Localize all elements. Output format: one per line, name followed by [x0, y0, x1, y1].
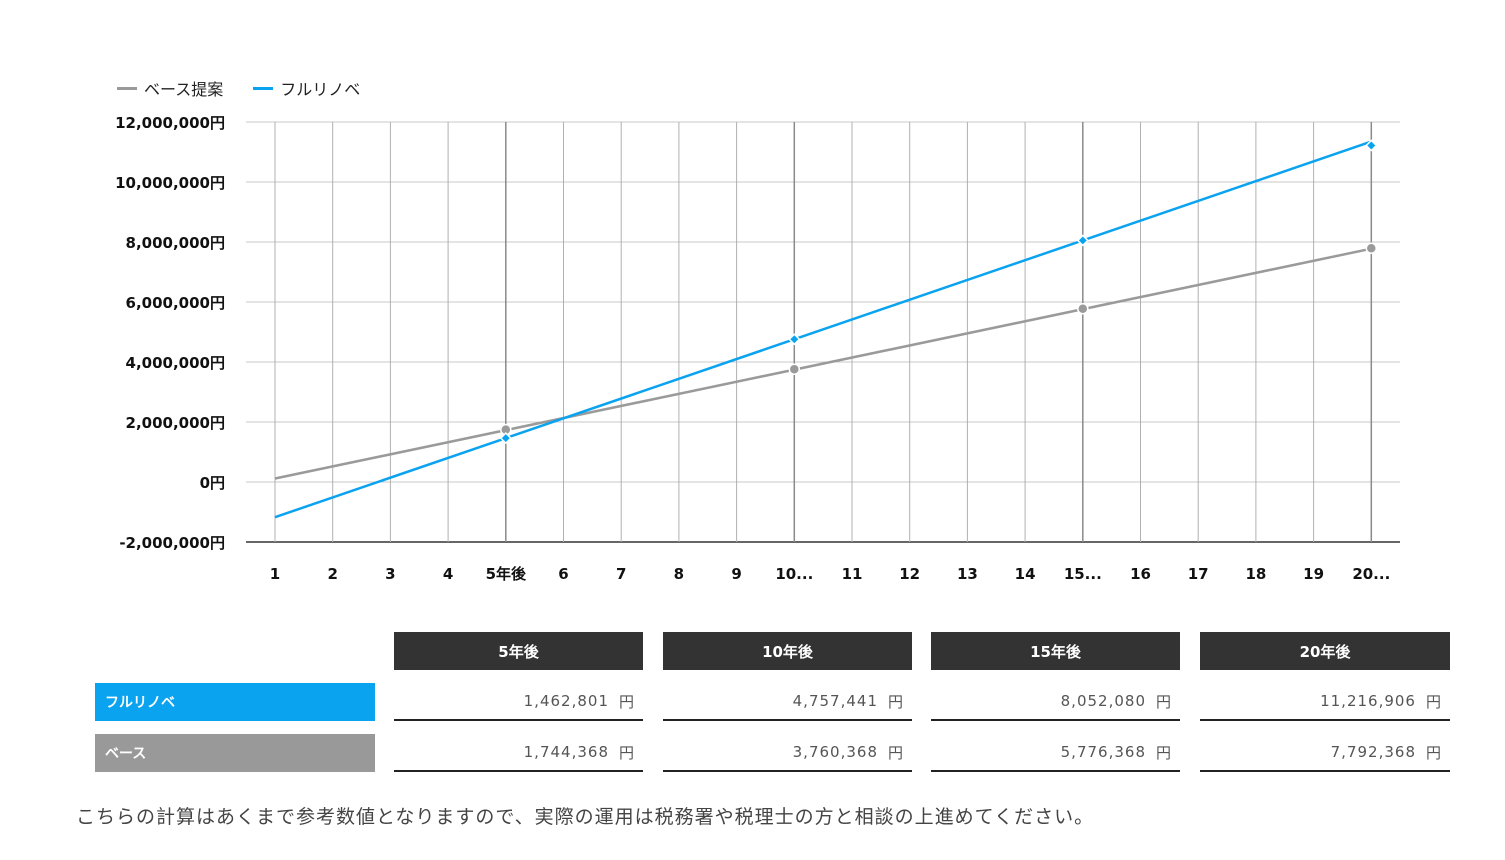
y-tick-label: 2,000,000円	[126, 414, 225, 432]
x-tick-label: 12	[899, 565, 920, 583]
x-tick-label: 15...	[1064, 565, 1102, 583]
cell-unit: 円	[618, 692, 635, 711]
table-cell: 1,462,801 円	[394, 683, 643, 721]
data-point-0	[788, 363, 801, 375]
table-header-10y: 10年後	[663, 632, 912, 670]
x-tick-label: 1	[270, 565, 280, 583]
series-line-1	[274, 140, 1372, 519]
table-header-20y: 20年後	[1200, 632, 1450, 670]
line-chart: 12,000,000円10,000,000円8,000,000円6,000,00…	[115, 114, 1400, 583]
table-cell: 3,760,368 円	[663, 734, 912, 772]
cell-unit: 円	[1155, 692, 1172, 711]
x-tick-label: 19	[1303, 565, 1324, 583]
cell-unit: 円	[887, 692, 904, 711]
x-tick-label: 7	[616, 565, 626, 583]
x-tick-label: 11	[842, 565, 863, 583]
x-tick-label: 3	[385, 565, 395, 583]
legend-swatch-full-renovation	[253, 86, 274, 90]
disclaimer-note: こちらの計算はあくまで参考数値となりますので、実際の運用は税務署や税理士の方と相…	[76, 806, 1095, 828]
x-tick-label: 13	[957, 565, 978, 583]
cell-value: 11,216,906	[1320, 692, 1416, 710]
cell-value: 8,052,080	[1060, 692, 1146, 710]
cell-unit: 円	[1425, 743, 1442, 762]
x-tick-label: 17	[1188, 565, 1209, 583]
data-point-1	[1365, 139, 1378, 152]
data-point-1	[788, 333, 801, 346]
x-tick-label: 20...	[1352, 565, 1390, 583]
y-tick-label: 4,000,000円	[126, 354, 225, 372]
data-point-0	[1365, 242, 1378, 254]
row-label-full-renovation: フルリノベ	[95, 683, 375, 721]
row-label-base: ベース	[95, 734, 375, 772]
legend-label-full-renovation: フルリノベ	[280, 80, 361, 99]
cell-unit: 円	[1425, 692, 1442, 711]
chart-legend: ベース提案 フルリノベ	[117, 76, 390, 100]
legend-label-base: ベース提案	[144, 80, 224, 99]
x-tick-label: 14	[1015, 565, 1036, 583]
table-header-5y: 5年後	[394, 632, 643, 670]
x-tick-label: 9	[731, 565, 741, 583]
cell-value: 1,462,801	[523, 692, 609, 710]
table-cell: 5,776,368 円	[931, 734, 1180, 772]
legend-item-base[interactable]: ベース提案	[117, 76, 223, 100]
x-tick-label: 5年後	[486, 565, 527, 583]
x-tick-label: 4	[443, 565, 453, 583]
table-cell: 11,216,906 円	[1200, 683, 1450, 721]
y-tick-label: 0円	[200, 474, 225, 492]
x-tick-label: 16	[1130, 565, 1151, 583]
cell-value: 5,776,368	[1060, 743, 1146, 761]
y-tick-label: 8,000,000円	[126, 234, 225, 252]
table-cell: 1,744,368 円	[394, 734, 643, 772]
cell-value: 7,792,368	[1330, 743, 1416, 761]
cell-value: 4,757,441	[792, 692, 878, 710]
y-tick-label: 12,000,000円	[115, 114, 225, 132]
table-cell: 7,792,368 円	[1200, 734, 1450, 772]
legend-item-full-renovation[interactable]: フルリノベ	[253, 76, 360, 100]
cell-unit: 円	[1155, 743, 1172, 762]
x-tick-label: 8	[674, 565, 684, 583]
cell-unit: 円	[887, 743, 904, 762]
y-tick-label: -2,000,000円	[119, 534, 225, 552]
x-tick-label: 2	[327, 565, 337, 583]
data-point-1	[1076, 234, 1089, 247]
y-tick-label: 6,000,000円	[126, 294, 225, 312]
cell-value: 3,760,368	[792, 743, 878, 761]
y-tick-label: 10,000,000円	[115, 174, 225, 192]
cell-unit: 円	[618, 743, 635, 762]
x-tick-label: 18	[1245, 565, 1266, 583]
table-cell: 8,052,080 円	[931, 683, 1180, 721]
x-tick-label: 10...	[775, 565, 813, 583]
x-tick-label: 6	[558, 565, 568, 583]
series-line-0	[274, 247, 1372, 480]
table-cell: 4,757,441 円	[663, 683, 912, 721]
table-header-15y: 15年後	[931, 632, 1180, 670]
data-point-1	[499, 432, 512, 445]
cell-value: 1,744,368	[523, 743, 609, 761]
legend-swatch-base	[117, 86, 137, 90]
data-point-0	[1077, 302, 1089, 315]
